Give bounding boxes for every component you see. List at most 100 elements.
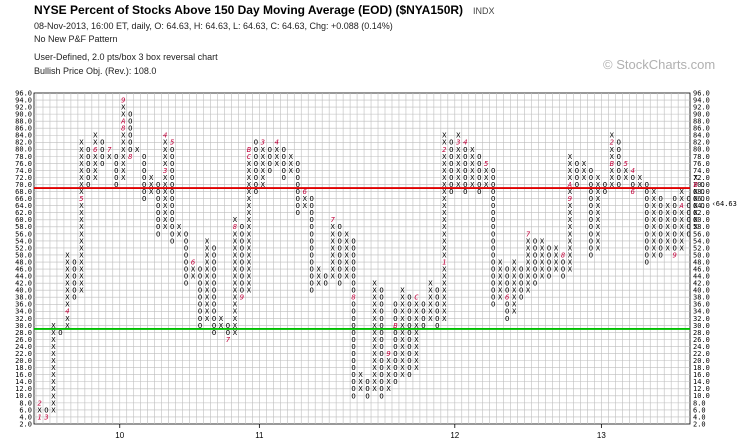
o-box: O bbox=[519, 264, 523, 273]
x-box: X bbox=[79, 138, 84, 147]
o-box: O bbox=[589, 222, 593, 231]
x-box: X bbox=[163, 145, 168, 154]
o-box: O bbox=[212, 300, 216, 309]
month-marker: 3 bbox=[162, 166, 167, 175]
y-tick-label-left: 42.0 bbox=[15, 280, 32, 288]
x-box: X bbox=[596, 243, 601, 252]
x-box: X bbox=[51, 398, 56, 407]
x-box: X bbox=[93, 173, 98, 182]
x-box: X bbox=[596, 222, 601, 231]
o-box: O bbox=[393, 335, 397, 344]
x-tick-label: 10 bbox=[115, 431, 124, 440]
x-box: X bbox=[512, 293, 517, 302]
x-box: X bbox=[51, 356, 56, 365]
o-box: O bbox=[449, 138, 453, 147]
o-box: O bbox=[351, 370, 355, 379]
o-box: O bbox=[240, 279, 244, 288]
o-box: O bbox=[170, 180, 174, 189]
o-box: O bbox=[435, 307, 439, 316]
x-box: X bbox=[247, 257, 252, 266]
x-box: X bbox=[582, 173, 587, 182]
x-box: X bbox=[582, 166, 587, 175]
x-box: X bbox=[205, 264, 210, 273]
o-box: O bbox=[645, 257, 649, 266]
x-box: X bbox=[93, 131, 98, 140]
month-marker: 6 bbox=[505, 293, 509, 302]
o-box: O bbox=[198, 321, 202, 330]
o-box: O bbox=[505, 286, 509, 295]
month-marker: A bbox=[678, 201, 683, 210]
month-marker: 5 bbox=[624, 159, 628, 168]
o-box: O bbox=[477, 180, 481, 189]
o-box: O bbox=[282, 159, 286, 168]
o-box: O bbox=[645, 215, 649, 224]
o-box: O bbox=[170, 152, 174, 161]
y-tick-label-right: 14.0 bbox=[693, 378, 710, 386]
x-box: X bbox=[652, 236, 657, 245]
o-box: O bbox=[491, 293, 495, 302]
x-box: X bbox=[51, 349, 56, 358]
o-box: O bbox=[240, 264, 244, 273]
x-box: X bbox=[51, 391, 56, 400]
o-box: O bbox=[505, 279, 509, 288]
x-box: X bbox=[442, 222, 447, 231]
o-box: O bbox=[645, 208, 649, 217]
x-box: X bbox=[79, 286, 84, 295]
x-box: X bbox=[456, 166, 461, 175]
x-box: X bbox=[484, 173, 489, 182]
y-tick-label-left: 92.0 bbox=[15, 103, 32, 111]
y-tick-label-left: 48.0 bbox=[15, 258, 32, 266]
o-box: O bbox=[673, 229, 677, 238]
x-box: X bbox=[233, 279, 238, 288]
o-box: O bbox=[351, 356, 355, 365]
x-box: X bbox=[317, 272, 322, 281]
x-box: X bbox=[652, 222, 657, 231]
x-box: X bbox=[233, 257, 238, 266]
o-box: O bbox=[491, 215, 495, 224]
x-box: X bbox=[65, 314, 70, 323]
o-box: O bbox=[296, 187, 300, 196]
x-box: X bbox=[247, 215, 252, 224]
x-box: X bbox=[233, 229, 238, 238]
x-box: X bbox=[442, 243, 447, 252]
o-box: O bbox=[505, 300, 509, 309]
y-tick-label-right: 54.0 bbox=[693, 237, 710, 245]
o-box: O bbox=[310, 194, 314, 203]
o-box: O bbox=[491, 173, 495, 182]
x-box: X bbox=[247, 222, 252, 231]
o-box: O bbox=[337, 229, 341, 238]
o-box: O bbox=[505, 264, 509, 273]
x-box: X bbox=[428, 286, 433, 295]
x-box: X bbox=[693, 222, 698, 231]
y-tick-label-right: 34.0 bbox=[693, 308, 710, 316]
o-box: O bbox=[393, 307, 397, 316]
o-box: O bbox=[310, 257, 314, 266]
y-tick-label-right: 16.0 bbox=[693, 371, 710, 379]
y-tick-label-right: 58.0 bbox=[693, 223, 710, 231]
x-box: X bbox=[247, 272, 252, 281]
x-box: X bbox=[330, 236, 335, 245]
o-box: O bbox=[491, 222, 495, 231]
x-box: X bbox=[666, 243, 671, 252]
o-box: O bbox=[310, 272, 314, 281]
x-box: X bbox=[317, 264, 322, 273]
x-box: X bbox=[414, 307, 419, 316]
x-box: X bbox=[79, 264, 84, 273]
x-box: X bbox=[163, 187, 168, 196]
month-marker: 8 bbox=[121, 124, 125, 133]
x-box: X bbox=[219, 321, 224, 330]
x-box: X bbox=[484, 166, 489, 175]
chart-title-text: NYSE Percent of Stocks Above 150 Day Mov… bbox=[34, 3, 464, 17]
o-box: O bbox=[240, 257, 244, 266]
x-box: X bbox=[330, 229, 335, 238]
o-box: O bbox=[212, 328, 216, 337]
o-box: O bbox=[575, 166, 579, 175]
o-box: O bbox=[673, 236, 677, 245]
x-box: X bbox=[610, 145, 615, 154]
x-box: X bbox=[317, 279, 322, 288]
x-box: X bbox=[79, 152, 84, 161]
y-tick-label-right: 62.0 bbox=[693, 209, 710, 217]
month-marker: 3 bbox=[43, 412, 48, 421]
x-box: X bbox=[484, 180, 489, 189]
